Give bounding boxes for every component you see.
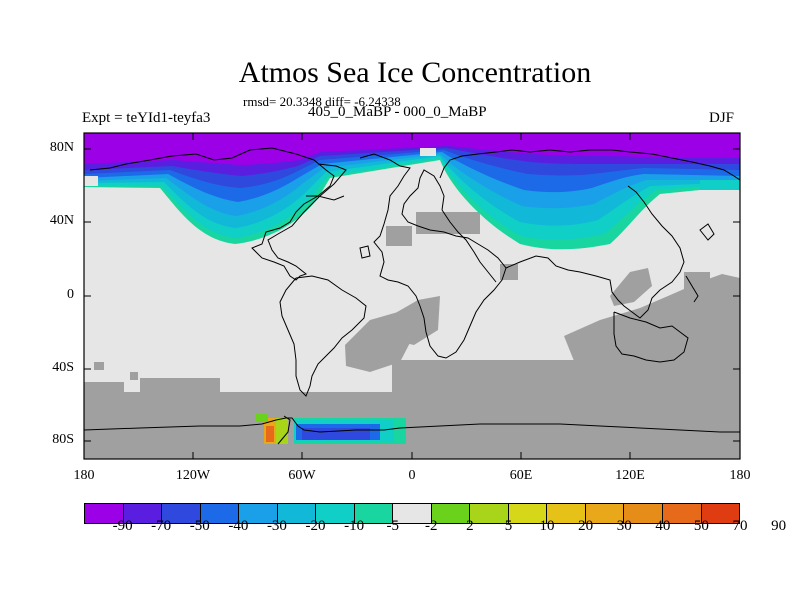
colorbar-swatch bbox=[662, 504, 702, 523]
lon-label-180w: 180 bbox=[73, 468, 95, 483]
masked-regions bbox=[84, 212, 740, 459]
colorbar-swatch bbox=[200, 504, 240, 523]
colorbar-label: -50 bbox=[189, 518, 210, 534]
colorbar-swatch bbox=[624, 504, 663, 523]
stats-text: rmsd= 20.3348 diff= -6.24338 bbox=[243, 94, 401, 109]
colorbar-swatch bbox=[431, 504, 471, 523]
colorbar-swatch bbox=[508, 504, 548, 523]
colorbar-swatch bbox=[316, 504, 355, 523]
colorbar-swatch bbox=[277, 504, 317, 523]
colorbar-label: 2 bbox=[466, 518, 474, 534]
colorbar-label: 5 bbox=[504, 518, 513, 534]
colorbar-swatch bbox=[123, 504, 163, 523]
lat-label-0: 0 bbox=[67, 287, 74, 302]
colorbar-label: -90 bbox=[112, 518, 133, 534]
colorbar-swatch bbox=[470, 504, 509, 523]
season-label: DJF bbox=[709, 110, 735, 126]
colorbar-label: -40 bbox=[228, 518, 249, 534]
lon-label-180e: 180 bbox=[729, 468, 751, 483]
lat-label-40n: 40N bbox=[49, 213, 74, 228]
colorbar-label: 40 bbox=[655, 518, 671, 534]
colorbar-swatch bbox=[547, 504, 586, 523]
colorbar-swatch bbox=[85, 504, 124, 523]
lat-label-80s: 80S bbox=[52, 432, 74, 447]
colorbar-label: 70 bbox=[732, 518, 748, 534]
antarctic-anomaly bbox=[256, 414, 406, 444]
colorbar-label: -20 bbox=[305, 518, 326, 534]
colorbar-swatch bbox=[162, 504, 201, 523]
colorbar-swatch bbox=[393, 504, 432, 523]
colorbar-label: -5 bbox=[386, 518, 399, 534]
colorbar-swatch bbox=[701, 504, 740, 523]
colorbar-label: 90 bbox=[771, 518, 787, 534]
coastlines bbox=[84, 147, 740, 445]
colorbar-swatch bbox=[585, 504, 625, 523]
periods-label: 405_0_MaBP - 000_0_MaBP bbox=[308, 104, 487, 120]
axis-ticks bbox=[84, 133, 740, 459]
colorbar-label: -2 bbox=[425, 518, 438, 534]
lon-label-120w: 120W bbox=[175, 468, 211, 483]
colorbar-swatch bbox=[239, 504, 278, 523]
lon-label-60w: 60W bbox=[288, 468, 316, 483]
lat-label-40s: 40S bbox=[52, 360, 74, 375]
colorbar-label: 20 bbox=[578, 518, 594, 534]
lon-label-0: 0 bbox=[408, 468, 416, 483]
colorbar-label: -30 bbox=[266, 518, 287, 534]
lon-label-120e: 120E bbox=[615, 468, 645, 483]
arctic-anomaly bbox=[84, 133, 740, 250]
colorbar-label: 30 bbox=[616, 518, 632, 534]
lon-label-60e: 60E bbox=[509, 468, 533, 483]
colorbar-swatch bbox=[354, 504, 394, 523]
colorbar-label: 10 bbox=[539, 518, 555, 534]
experiment-label: Expt = teYId1-teyfa3 bbox=[82, 110, 211, 126]
page-title: Atmos Sea Ice Concentration bbox=[238, 56, 592, 89]
lat-label-80n: 80N bbox=[49, 140, 74, 155]
colorbar-label: -10 bbox=[344, 518, 365, 534]
colorbar-label: 50 bbox=[693, 518, 709, 534]
colorbar bbox=[84, 503, 740, 524]
colorbar-label: -70 bbox=[151, 518, 172, 534]
